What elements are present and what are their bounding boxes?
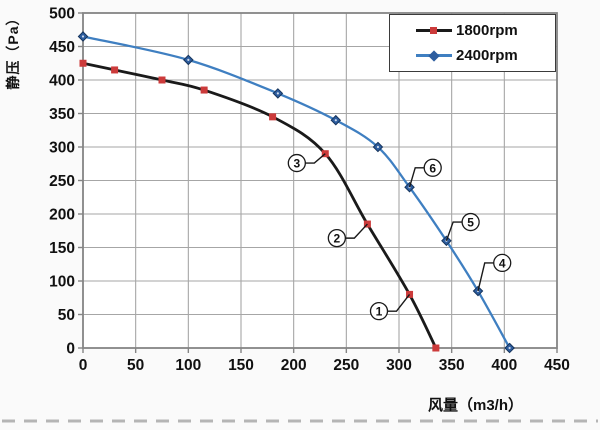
- annotation-circle: [287, 153, 306, 173]
- annotation-leader: [387, 293, 411, 312]
- series-line-1800rpm: [81, 61, 438, 350]
- annotation-circle: [369, 301, 389, 321]
- x-tick-label: 100: [175, 357, 201, 374]
- annotation-leader: [345, 223, 368, 239]
- marker-center-dot: [376, 145, 380, 149]
- annotation-number: 1: [376, 305, 383, 319]
- x-tick-label: 150: [228, 357, 254, 374]
- annotation-number: 4: [499, 256, 506, 270]
- annotation-circle: [461, 212, 480, 232]
- legend-label-1800rpm: 1800rpm: [456, 22, 518, 39]
- legend: 1800rpm 2400rpm: [389, 14, 556, 72]
- marker-square-1800rpm: [200, 86, 208, 94]
- marker-center-dot: [508, 346, 511, 350]
- annotation-circle: [327, 228, 347, 248]
- annotation-leader: [445, 221, 463, 242]
- marker-square-1800rpm: [111, 66, 119, 74]
- marker-square-1800rpm: [432, 344, 440, 352]
- x-tick-label: 400: [491, 357, 517, 374]
- x-tick-label: 50: [127, 357, 144, 374]
- legend-swatch-2400rpm: [416, 49, 452, 62]
- marker-center-dot: [334, 119, 337, 122]
- y-tick-label: 300: [49, 140, 75, 157]
- annotation-number: 2: [334, 232, 341, 246]
- y-axis-title: 静压（Pa）: [5, 10, 21, 90]
- annotation-circle: [423, 158, 442, 177]
- x-axis-title: 风量（m3/h）: [428, 397, 524, 414]
- legend-label-2400rpm: 2400rpm: [456, 47, 518, 64]
- y-tick-label: 150: [49, 240, 75, 257]
- y-tick-label: 450: [49, 39, 75, 56]
- legend-marker-square-icon: [430, 27, 437, 34]
- annotation-number: 5: [467, 216, 474, 230]
- y-tick-label: 500: [49, 6, 75, 23]
- annotation-leader: [408, 167, 425, 188]
- marker-center-dot: [187, 58, 190, 62]
- x-tick-label: 0: [79, 357, 88, 374]
- marker-square-1800rpm: [79, 59, 87, 67]
- legend-marker-diamond-icon: [428, 49, 440, 62]
- legend-swatch-1800rpm: [416, 25, 452, 36]
- marker-square-1800rpm: [158, 76, 166, 84]
- y-tick-label: 400: [49, 73, 75, 90]
- x-tick-label: 250: [333, 357, 359, 374]
- y-tick-label: 200: [49, 207, 75, 224]
- annotation-number: 3: [293, 157, 300, 171]
- marker-square-1800rpm: [269, 113, 277, 121]
- y-tick-label: 50: [58, 307, 75, 324]
- x-tick-label: 300: [386, 357, 412, 374]
- y-tick-label: 100: [49, 274, 75, 291]
- x-tick-label: 200: [281, 357, 307, 374]
- y-tick-label: 0: [66, 341, 75, 358]
- legend-item-1800rpm: 1800rpm: [416, 19, 555, 42]
- annotation-leader: [305, 153, 326, 164]
- annotation-leader: [477, 262, 494, 292]
- y-tick-label: 250: [49, 173, 75, 190]
- marker-center-dot: [81, 35, 85, 38]
- y-tick-label: 350: [49, 106, 75, 123]
- x-tick-label: 450: [544, 357, 570, 374]
- legend-item-2400rpm: 2400rpm: [416, 44, 555, 67]
- annotation-number: 6: [429, 161, 436, 175]
- annotation-circle: [493, 253, 512, 273]
- marker-center-dot: [276, 92, 279, 95]
- x-tick-label: 350: [439, 357, 465, 374]
